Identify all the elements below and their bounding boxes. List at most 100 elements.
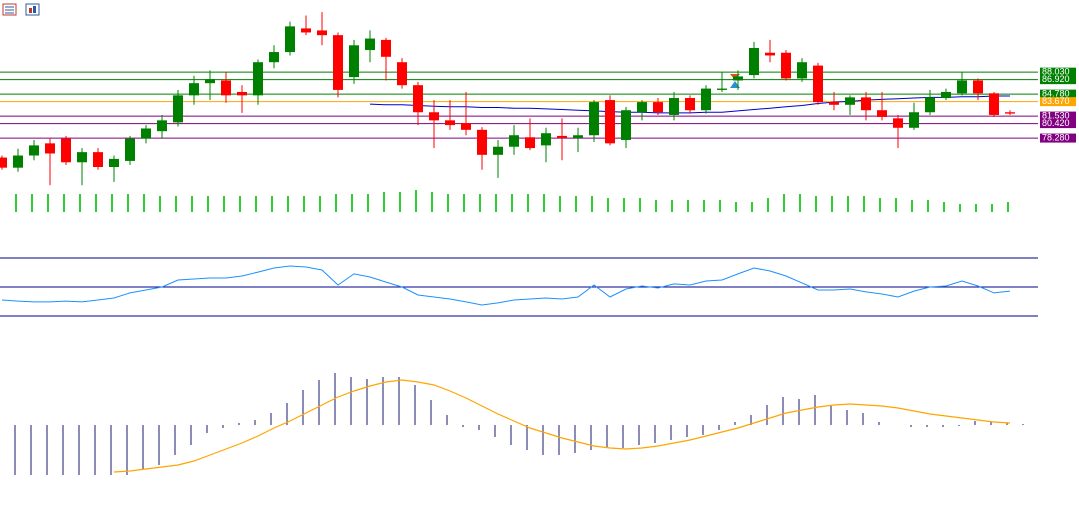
level-tag <box>1040 75 1076 85</box>
volume-bar <box>223 196 225 212</box>
candle-body <box>557 135 567 138</box>
volume-bar <box>511 194 513 212</box>
candle-body <box>29 145 39 156</box>
volume-bar <box>863 196 865 212</box>
icon-chart[interactable] <box>25 3 40 16</box>
icon-stroke <box>33 6 36 13</box>
candle-body <box>733 76 743 81</box>
candle-body <box>637 102 647 113</box>
candle-body <box>205 79 215 84</box>
candle-body <box>157 120 167 132</box>
candle-body <box>77 152 87 163</box>
candle-body <box>45 143 55 154</box>
volume-bar <box>799 194 801 212</box>
volume-bar <box>303 196 305 212</box>
volume-bar <box>879 198 881 212</box>
candle-body <box>141 128 151 139</box>
candle-body <box>413 85 423 113</box>
candle-body <box>221 80 231 96</box>
candle-body <box>93 152 103 168</box>
volume-bar <box>399 192 401 212</box>
volume-bar <box>207 196 209 212</box>
volume-bar <box>783 194 785 212</box>
candle-body <box>317 30 327 36</box>
candle-body <box>381 39 391 57</box>
volume-bar <box>63 194 65 212</box>
volume-bar <box>335 194 337 212</box>
candle-body <box>0 157 7 168</box>
level-tag <box>1040 111 1076 121</box>
volume-bar <box>415 190 417 212</box>
candle-body <box>973 80 983 94</box>
candle-body <box>333 35 343 90</box>
candle-body <box>477 129 487 155</box>
candle-body <box>61 138 71 163</box>
level-label: 81.530 <box>1042 110 1070 120</box>
rsi-line <box>1 265 1011 306</box>
level-label: 88.030 <box>1042 67 1070 77</box>
volume-bar <box>79 194 81 212</box>
volume-bar <box>255 196 257 212</box>
volume-bar <box>975 204 977 212</box>
candle-body <box>749 48 759 76</box>
volume-bar <box>31 194 33 212</box>
volume-bar <box>703 200 705 212</box>
volume-bar <box>623 198 625 212</box>
volume-bar <box>175 196 177 212</box>
candle-body <box>13 155 23 168</box>
volume-bar <box>831 196 833 212</box>
volume-bar <box>463 194 465 212</box>
candle-body <box>589 102 599 136</box>
volume-bar <box>639 198 641 212</box>
candle-body <box>605 100 615 144</box>
toolbar-icons[interactable] <box>2 3 40 16</box>
candle-body <box>301 28 311 33</box>
candle-body <box>109 158 119 168</box>
candle-body <box>525 137 535 149</box>
candle-body <box>365 38 375 51</box>
candle-body <box>685 98 695 111</box>
volume-bar <box>991 204 993 212</box>
candle-body <box>429 112 439 121</box>
volume-bar <box>95 194 97 212</box>
candle-body <box>989 93 999 115</box>
volume-bar <box>191 196 193 212</box>
candle-body <box>493 146 503 155</box>
candle-body <box>797 62 807 79</box>
volume-bar <box>159 196 161 212</box>
candle-body <box>573 135 583 138</box>
candle-body <box>397 62 407 86</box>
volume-bar <box>319 196 321 212</box>
candle-body <box>189 83 199 96</box>
volume-bar <box>127 194 129 212</box>
candle-body <box>125 138 135 161</box>
candle-body <box>941 91 951 99</box>
candle-body <box>269 52 279 63</box>
volume-bar <box>367 194 369 212</box>
candle-body <box>877 110 887 117</box>
volume-bar <box>271 196 273 212</box>
volume-bar <box>239 196 241 212</box>
volume-bar <box>671 200 673 212</box>
candle-body <box>461 123 471 130</box>
candle-body <box>909 112 919 128</box>
candle-body <box>845 97 855 105</box>
volume-bar <box>607 198 609 212</box>
volume-bar <box>111 194 113 212</box>
volume-bar <box>943 202 945 212</box>
candle-body <box>445 120 455 126</box>
candle-body <box>653 102 663 113</box>
candle-body <box>541 133 551 146</box>
candle-body <box>781 52 791 79</box>
volume-bar <box>527 194 529 212</box>
candle-body <box>285 26 295 53</box>
volume-bar <box>383 192 385 212</box>
candle-body <box>957 80 967 94</box>
candle-body <box>1005 112 1015 114</box>
volume-bar <box>15 194 17 212</box>
volume-bar <box>543 194 545 212</box>
volume-bar <box>559 196 561 212</box>
volume-bar <box>479 194 481 212</box>
icon-stroke <box>29 8 32 13</box>
